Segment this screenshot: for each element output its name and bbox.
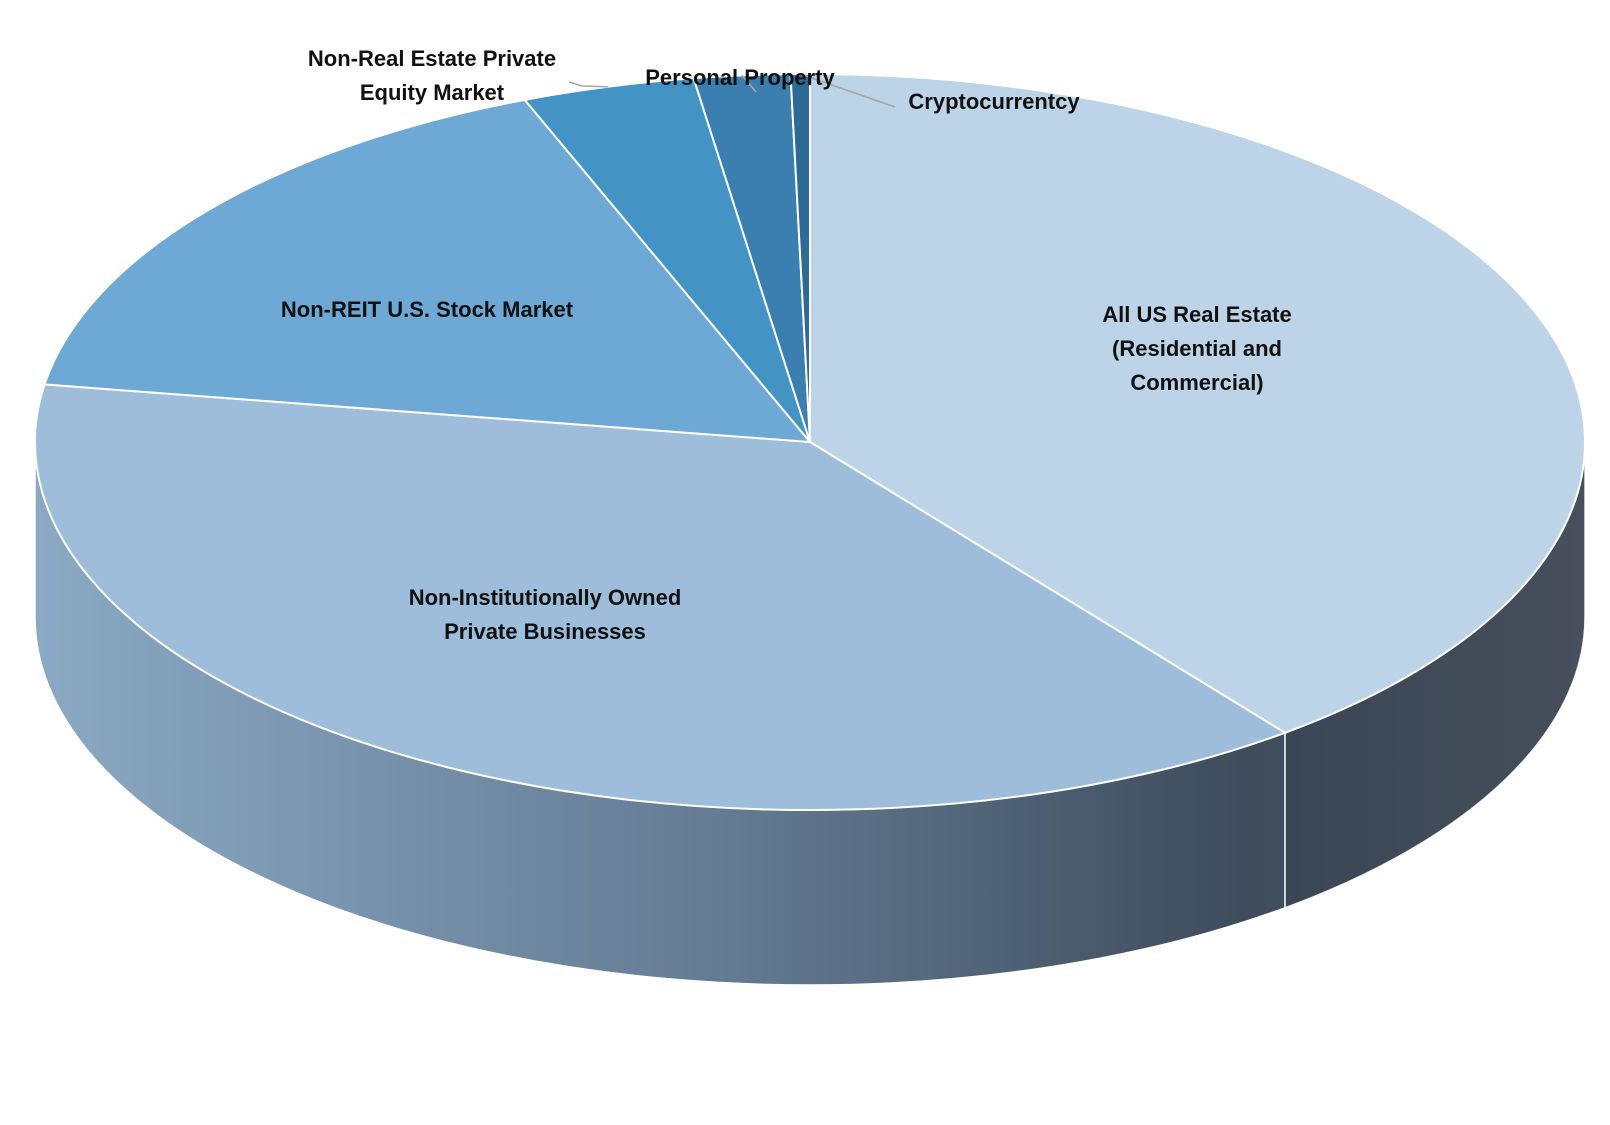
slice-label-1-line-0: Non-Institutionally Owned [409,585,682,610]
slice-label-5-line-0: Cryptocurrentcy [908,89,1080,114]
pie-slices [34,73,1586,812]
slice-label-0-line-2: Commercial) [1130,370,1263,395]
slice-label-3-line-1: Equity Market [360,80,505,105]
slice-label-0-line-1: (Residential and [1112,336,1282,361]
slice-labels: All US Real Estate (Residential and Commer… [281,46,1292,644]
slice-0 [809,73,1586,734]
slice-1 [34,383,1286,812]
slice-5 [789,73,811,443]
slice-label-1-line-1: Private Businesses [444,619,646,644]
leader-line-3 [568,81,608,88]
slice-label-4-line-0: Personal Property [645,65,835,90]
slice-2 [43,98,811,443]
leader-lines [568,73,896,108]
slice-label-3-line-0: Non-Real Estate Private [308,46,556,71]
slice-label-0-line-0: All US Real Estate [1102,302,1292,327]
slice-side-shade-0 [1285,442,1586,908]
leader-line-4 [741,74,757,93]
slice-label-2-line-0: Non-REIT U.S. Stock Market [281,297,574,322]
leader-line-5 [799,73,896,108]
